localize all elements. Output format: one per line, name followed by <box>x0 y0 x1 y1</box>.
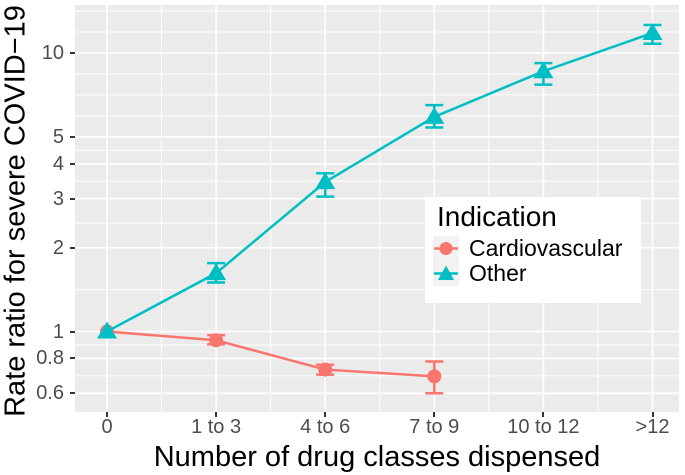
x-tick-mark <box>542 412 545 417</box>
y-tick-mark <box>70 162 75 165</box>
data-point-triangle <box>424 106 445 124</box>
series-line <box>106 330 435 378</box>
y-tick-label: 4 <box>52 152 64 175</box>
y-tick-mark <box>70 52 75 54</box>
y-tick-label: 5 <box>52 125 64 148</box>
legend-label: Cardiovascular <box>469 235 623 261</box>
data-point-circle <box>427 369 442 384</box>
x-tick-mark <box>433 412 436 417</box>
legend-label: Other <box>469 260 527 286</box>
y-tick-label: 0.8 <box>36 347 64 370</box>
x-tick-label: 7 to 9 <box>409 416 460 438</box>
series-line <box>106 31 653 333</box>
data-point-triangle <box>97 321 117 339</box>
legend-entry-cardiovascular: Cardiovascular <box>433 235 641 261</box>
series-other <box>97 22 663 339</box>
x-tick-mark <box>215 412 218 417</box>
y-tick-label: 1 <box>52 320 64 343</box>
y-tick-label: 10 <box>41 42 64 64</box>
y-tick-mark <box>70 135 75 138</box>
data-point-triangle <box>642 22 663 40</box>
data-point-triangle <box>315 172 336 190</box>
circle-marker-icon <box>434 242 458 255</box>
series-cardiovascular <box>100 324 444 395</box>
x-tick-mark <box>651 412 654 417</box>
x-tick-label: 10 to 12 <box>507 416 580 438</box>
triangle-marker-icon <box>434 265 458 280</box>
legend-key-circle <box>439 242 453 255</box>
y-tick-label: 3 <box>52 187 64 210</box>
y-tick-mark <box>70 197 75 200</box>
legend-key <box>433 236 459 261</box>
x-tick-label: 4 to 6 <box>300 416 351 438</box>
legend-key <box>433 261 459 286</box>
y-tick-mark <box>70 246 75 249</box>
y-axis-title: Rate ratio for severe COVID−19 <box>0 5 32 417</box>
data-point-circle <box>209 333 224 348</box>
x-tick-label: >12 <box>635 416 670 438</box>
y-tick-label: 0.6 <box>36 382 64 405</box>
y-tick-mark <box>70 330 75 333</box>
y-tick-label: 2 <box>52 236 64 259</box>
x-axis-title: Number of drug classes dispensed <box>153 441 601 473</box>
legend-keys: Cardiovascular Other <box>425 235 641 286</box>
legend-key-triangle <box>438 265 454 280</box>
data-point-circle <box>318 362 333 377</box>
legend-title: Indication <box>437 201 557 232</box>
y-tick-mark <box>70 392 75 395</box>
x-tick-label: 0 <box>101 416 113 438</box>
x-tick-label: 1 to 3 <box>191 416 242 438</box>
legend-entry-other: Other <box>433 260 641 286</box>
y-tick-mark <box>70 357 75 360</box>
data-point-triangle <box>533 61 554 79</box>
x-tick-mark <box>106 412 108 417</box>
data-point-triangle <box>206 263 227 281</box>
legend: Indication Cardiovascular Other <box>425 197 641 303</box>
x-tick-mark <box>324 412 327 417</box>
